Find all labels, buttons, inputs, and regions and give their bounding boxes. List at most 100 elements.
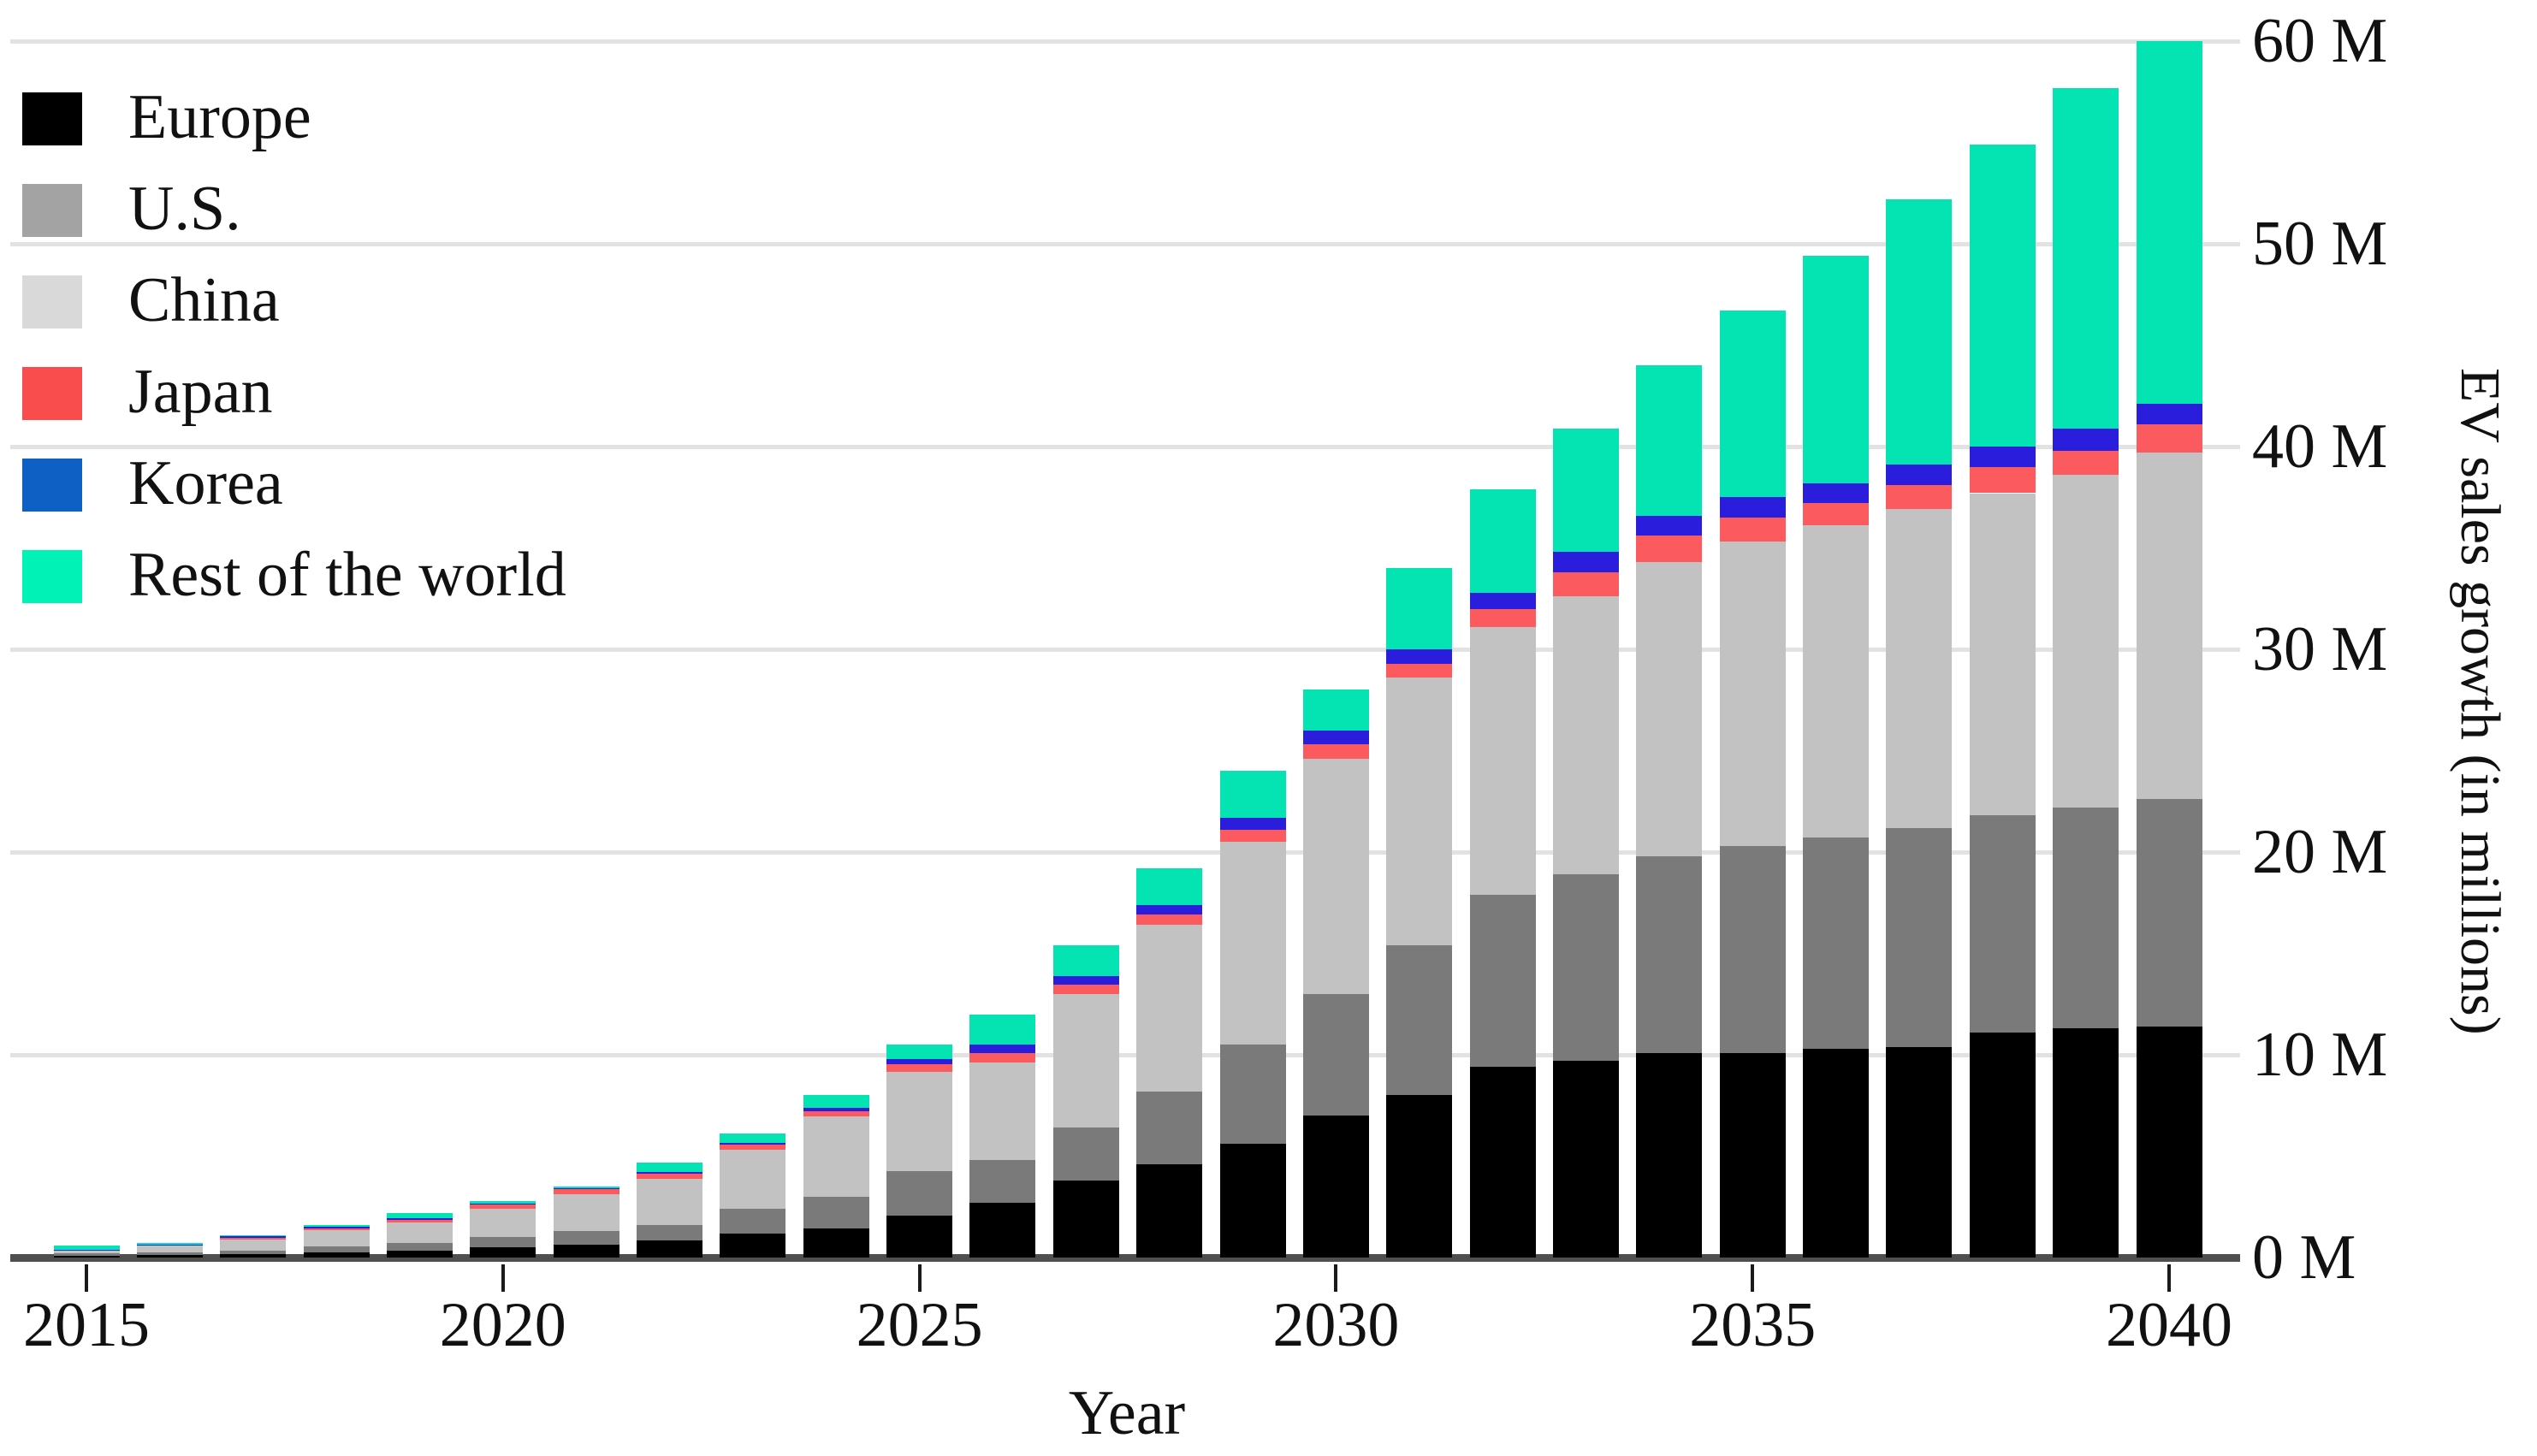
bar-2040-u-s: [2136, 799, 2202, 1027]
x-tick-2040: [2167, 1264, 2171, 1292]
legend-swatch-u-s: [22, 184, 82, 237]
legend-swatch-europe: [22, 92, 82, 145]
bar-2019-japan: [386, 1219, 453, 1222]
bar-2025-rest-of-the-world: [886, 1045, 953, 1059]
bar-2029-china: [1219, 842, 1286, 1045]
bar-2034-japan: [1636, 536, 1703, 563]
bar-2038-china: [1969, 493, 2036, 816]
bar-2020-china: [470, 1209, 536, 1238]
bar-2033-korea: [1552, 552, 1619, 572]
bar-2023-u-s: [720, 1209, 786, 1234]
bar-2037-japan: [1886, 485, 1953, 510]
bar-2016-u-s: [136, 1252, 203, 1256]
bar-2025-china: [886, 1072, 953, 1172]
bar-2037-europe: [1886, 1046, 1953, 1258]
x-tick-label-2040: 2040: [2106, 1290, 2232, 1360]
bar-2030-rest-of-the-world: [1302, 690, 1369, 731]
bar-2037-rest-of-the-world: [1886, 198, 1953, 465]
bar-2032-korea: [1469, 592, 1536, 609]
bar-2030-china: [1302, 758, 1369, 994]
bar-2022-u-s: [637, 1225, 703, 1240]
bar-2038-japan: [1969, 466, 2036, 494]
bar-2033-europe: [1552, 1061, 1619, 1258]
x-tick-label-2030: 2030: [1272, 1290, 1400, 1360]
bar-2030-europe: [1302, 1116, 1369, 1258]
bar-2015-rest-of-the-world: [53, 1245, 120, 1250]
bar-2017-japan: [220, 1236, 287, 1240]
bar-2016-china: [136, 1245, 203, 1252]
bar-2033-u-s: [1552, 874, 1619, 1062]
bar-2018-europe: [303, 1252, 370, 1258]
legend-item-korea: Korea: [22, 448, 792, 518]
bar-2024-europe: [803, 1228, 869, 1258]
bar-2026-korea: [969, 1045, 1036, 1053]
x-tick-2015: [85, 1264, 88, 1292]
bar-2040-rest-of-the-world: [2136, 41, 2202, 405]
bar-2028-europe: [1136, 1163, 1203, 1258]
y-tick-label-60M: 60 M: [2252, 6, 2388, 76]
bar-2022-japan: [637, 1173, 703, 1179]
bar-2016-europe: [136, 1255, 203, 1258]
gridline-30M: [10, 648, 2240, 652]
bar-2025-korea: [886, 1058, 953, 1064]
bar-2038-u-s: [1969, 815, 2036, 1033]
bar-2027-japan: [1052, 985, 1119, 994]
x-tick-label-2025: 2025: [856, 1290, 983, 1360]
bar-2019-europe: [386, 1250, 453, 1258]
legend-swatch-korea: [22, 459, 82, 512]
bar-2021-u-s: [553, 1230, 619, 1246]
x-tick-2035: [1751, 1264, 1755, 1292]
gridline-20M: [10, 850, 2240, 855]
bar-2029-japan: [1219, 829, 1286, 843]
bar-2027-china: [1052, 993, 1119, 1128]
bar-2037-china: [1886, 509, 1953, 828]
bar-2032-japan: [1469, 608, 1536, 627]
bar-2033-rest-of-the-world: [1552, 428, 1619, 553]
bar-2022-rest-of-the-world: [637, 1162, 703, 1172]
bar-2021-japan: [553, 1188, 619, 1195]
bar-2039-japan: [2053, 450, 2119, 476]
bar-2040-europe: [2136, 1026, 2202, 1258]
bar-2024-japan: [803, 1111, 869, 1117]
bar-2029-korea: [1219, 817, 1286, 830]
bar-2035-u-s: [1719, 845, 1786, 1053]
bar-2025-u-s: [886, 1171, 953, 1216]
bar-2035-japan: [1719, 517, 1786, 542]
x-tick-label-2015: 2015: [23, 1290, 150, 1360]
legend-label-europe: Europe: [128, 82, 311, 152]
bar-2034-u-s: [1636, 855, 1703, 1053]
bar-2020-europe: [470, 1247, 536, 1258]
x-tick-label-2020: 2020: [439, 1290, 566, 1360]
legend-item-rest-of-the-world: Rest of the world: [22, 540, 792, 610]
bar-2037-u-s: [1886, 827, 1953, 1047]
bar-2029-rest-of-the-world: [1219, 771, 1286, 818]
bar-2028-rest-of-the-world: [1136, 867, 1203, 905]
bar-2030-korea: [1302, 730, 1369, 745]
legend-item-china: China: [22, 265, 792, 335]
bar-2035-rest-of-the-world: [1719, 311, 1786, 498]
bar-2022-europe: [637, 1240, 703, 1258]
bar-2019-china: [386, 1222, 453, 1244]
bar-2017-u-s: [220, 1251, 287, 1255]
bar-2029-europe: [1219, 1144, 1286, 1258]
bar-2016-korea: [136, 1244, 203, 1246]
legend-item-japan: Japan: [22, 357, 792, 427]
bar-2029-u-s: [1219, 1045, 1286, 1145]
gridline-60M: [10, 39, 2240, 44]
bar-2031-korea: [1386, 649, 1453, 664]
x-tick-2025: [917, 1264, 922, 1292]
bar-2015-u-s: [53, 1252, 120, 1256]
bar-2031-europe: [1386, 1095, 1453, 1258]
x-tick-2030: [1334, 1264, 1338, 1292]
bar-2036-korea: [1803, 482, 1870, 504]
bar-2032-europe: [1469, 1067, 1536, 1258]
y-tick-label-40M: 40 M: [2252, 411, 2388, 482]
y-axis-title: EV sales growth (in millions): [2449, 368, 2511, 1035]
x-tick-label-2035: 2035: [1689, 1290, 1817, 1360]
bar-2022-korea: [637, 1171, 703, 1174]
bar-2020-u-s: [470, 1237, 536, 1248]
bar-2034-europe: [1636, 1052, 1703, 1258]
bar-2022-china: [637, 1178, 703, 1226]
bar-2039-rest-of-the-world: [2053, 87, 2119, 429]
legend-label-u-s: U.S.: [128, 174, 241, 244]
